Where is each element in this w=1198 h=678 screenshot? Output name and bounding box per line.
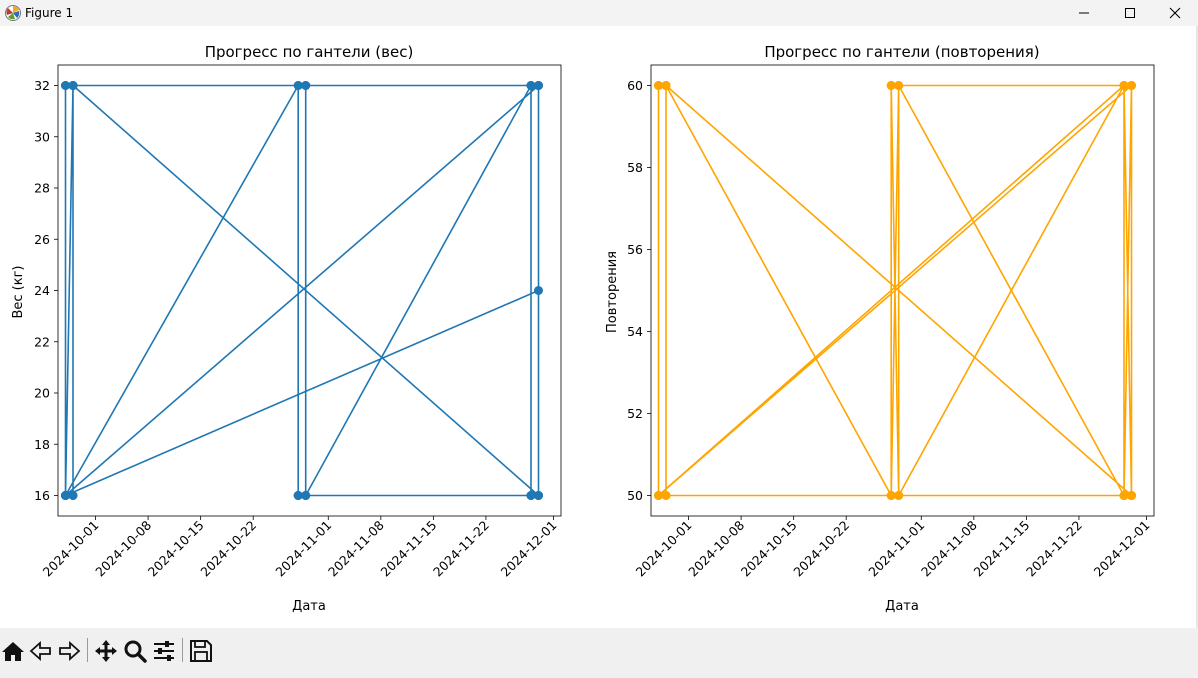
data-point	[61, 491, 70, 500]
sliders-icon	[154, 641, 174, 661]
data-point	[654, 81, 663, 90]
data-point	[1119, 81, 1129, 90]
maximize-button[interactable]	[1107, 0, 1153, 26]
zoom-button[interactable]	[122, 638, 148, 664]
data-point	[526, 81, 536, 90]
window-title-bar[interactable]: Figure 1	[0, 0, 1198, 26]
x-axis-label-reps: Дата	[885, 599, 919, 614]
data-point	[894, 491, 904, 500]
home-icon	[2, 642, 24, 661]
minimize-icon	[1079, 12, 1089, 14]
subplot-weight: Прогресс по гантели (вес) 16 18 20 22 24 26 28…	[11, 43, 562, 614]
y-tick-label: 30	[34, 129, 50, 144]
data-point	[886, 491, 896, 500]
data-point	[1127, 81, 1136, 90]
x-tick-label: 2024-11-22	[430, 518, 492, 580]
subplot-reps: Прогресс по гантели (повторения) 5052545…	[605, 43, 1155, 614]
data-point	[1127, 491, 1136, 500]
series-line	[657, 84, 1133, 497]
data-point	[534, 491, 543, 500]
y-tick-label: 22	[34, 334, 50, 349]
y-tick-label: 32	[34, 78, 50, 93]
x-tick-label: 2024-10-22	[790, 518, 852, 580]
data-point	[61, 81, 70, 90]
save-floppy-icon	[190, 640, 212, 662]
pan-button[interactable]	[93, 638, 119, 664]
y-tick-label: 58	[627, 160, 643, 175]
y-tick-label: 18	[34, 437, 50, 452]
home-button[interactable]	[0, 638, 26, 664]
data-point	[293, 491, 303, 500]
y-tick-label: 52	[627, 406, 643, 421]
y-tick-label: 28	[34, 181, 50, 196]
data-point	[1119, 491, 1129, 500]
toolbar-separator	[182, 638, 183, 662]
x-axis-label-weight: Дата	[292, 599, 326, 614]
data-point	[661, 491, 671, 500]
pan-move-icon	[95, 640, 117, 662]
navigation-toolbar	[0, 628, 1198, 678]
forward-arrow-icon	[59, 640, 81, 662]
window-title: Figure 1	[25, 6, 74, 20]
save-button[interactable]	[188, 638, 214, 664]
close-icon	[1169, 7, 1181, 19]
data-point	[526, 491, 536, 500]
x-tick-label: 2024-12-01	[1091, 518, 1153, 580]
x-tick-label: 2024-11-22	[1023, 518, 1085, 580]
chart-title-weight: Прогресс по гантели (вес)	[205, 43, 414, 61]
figure-canvas[interactable]: Прогресс по гантели (вес) 16 18 20 22 24 26 28…	[0, 26, 1198, 628]
close-button[interactable]	[1152, 0, 1198, 26]
figure-svg: Прогресс по гантели (вес) 16 18 20 22 24 26 28…	[11, 43, 1155, 614]
y-axis-ticks-weight: 16 18 20 22 24 26 28 30 32	[34, 78, 58, 503]
data-point	[301, 491, 311, 500]
toolbar-separator	[87, 638, 88, 662]
data-point	[894, 81, 904, 90]
y-tick-label: 54	[627, 324, 643, 339]
window-edge	[1196, 26, 1198, 628]
y-tick-label: 60	[627, 78, 643, 93]
y-tick-label: 26	[34, 232, 50, 247]
maximize-icon	[1125, 8, 1135, 18]
x-axis-ticks-weight: 2024-10-012024-10-082024-10-152024-10-22…	[40, 516, 560, 579]
forward-button[interactable]	[56, 638, 82, 664]
data-point	[661, 81, 671, 90]
data-point	[886, 81, 896, 90]
matplotlib-logo-icon	[4, 4, 22, 22]
data-point	[534, 286, 543, 295]
data-point	[293, 81, 303, 90]
series-lines-weight	[61, 81, 543, 500]
y-axis-label-reps: Повторения	[605, 251, 620, 333]
x-tick-label: 2024-10-22	[197, 518, 259, 580]
series-lines-reps	[654, 81, 1136, 500]
y-tick-label: 56	[627, 242, 643, 257]
data-point	[301, 81, 311, 90]
x-axis-ticks-reps: 2024-10-012024-10-082024-10-152024-10-22…	[633, 516, 1153, 579]
back-button[interactable]	[28, 638, 54, 664]
configure-subplots-button[interactable]	[151, 638, 177, 664]
data-point	[68, 81, 78, 90]
y-tick-label: 24	[34, 283, 50, 298]
plot-frame-reps	[650, 64, 1155, 517]
y-axis-label-weight: Вес (кг)	[11, 265, 26, 318]
x-tick-label: 2024-12-01	[498, 518, 560, 580]
chart-title-reps: Прогресс по гантели (повторения)	[764, 43, 1039, 61]
data-point	[534, 81, 543, 90]
minimize-button[interactable]	[1061, 0, 1107, 26]
zoom-magnifier-icon	[124, 640, 147, 663]
series-line	[64, 84, 540, 497]
back-arrow-icon	[29, 640, 51, 662]
y-tick-label: 16	[34, 488, 50, 503]
data-point	[68, 491, 78, 500]
y-axis-ticks-reps: 50 52 54 56 58 60	[627, 78, 651, 503]
y-tick-label: 20	[34, 386, 50, 401]
data-point	[654, 491, 663, 500]
y-tick-label: 50	[627, 488, 643, 503]
